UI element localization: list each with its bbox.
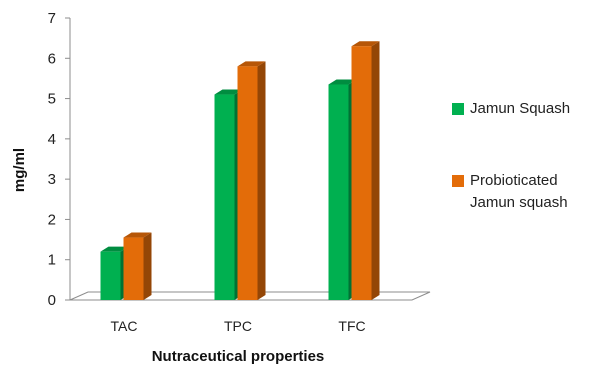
bar-front <box>123 237 144 300</box>
legend-item-probioticated-jamun-squash: Probioticated Jamun squash <box>452 170 596 214</box>
y-tick-label-4: 4 <box>48 131 56 148</box>
bar-front <box>351 46 372 301</box>
legend-item-jamun-squash: Jamun Squash <box>452 98 596 120</box>
y-tick-label-5: 5 <box>48 91 56 108</box>
bar-tac-probioticated <box>123 232 152 300</box>
legend-swatch-jamun-squash <box>452 103 464 115</box>
bar-top <box>351 41 380 47</box>
bar-tpc-probioticated <box>237 61 266 300</box>
bar-top <box>328 79 357 85</box>
bar-front <box>214 94 235 301</box>
y-tick-label-3: 3 <box>48 171 56 188</box>
legend-label-probioticated: Probioticated Jamun squash <box>470 172 568 211</box>
x-category-label-tpc: TPC <box>224 318 252 334</box>
bar-front <box>100 251 121 300</box>
x-category-label-tac: TAC <box>111 318 138 334</box>
chart-legend: Jamun Squash Probioticated Jamun squash <box>452 98 596 264</box>
y-tick-label-7: 7 <box>48 10 56 27</box>
x-axis-title: Nutraceutical properties <box>152 348 325 365</box>
x-category-label-tfc: TFC <box>338 318 365 334</box>
legend-swatch-probioticated <box>452 175 464 187</box>
bar-top <box>100 246 129 252</box>
bar-side <box>143 232 152 300</box>
y-axis-title: mg/ml <box>11 148 28 192</box>
bar-front <box>237 66 258 300</box>
bar-tfc-probioticated <box>351 41 380 301</box>
bar-top <box>237 61 266 67</box>
y-tick-label-6: 6 <box>48 50 56 67</box>
legend-label-jamun-squash: Jamun Squash <box>470 100 571 117</box>
y-tick-label-1: 1 <box>48 252 56 269</box>
bar-top <box>214 89 243 95</box>
y-tick-label-0: 0 <box>48 292 56 309</box>
bar-side <box>371 41 380 300</box>
y-tick-label-2: 2 <box>48 211 56 228</box>
bar-top <box>123 232 152 238</box>
bar-front <box>328 84 349 300</box>
bar-side <box>257 61 266 300</box>
